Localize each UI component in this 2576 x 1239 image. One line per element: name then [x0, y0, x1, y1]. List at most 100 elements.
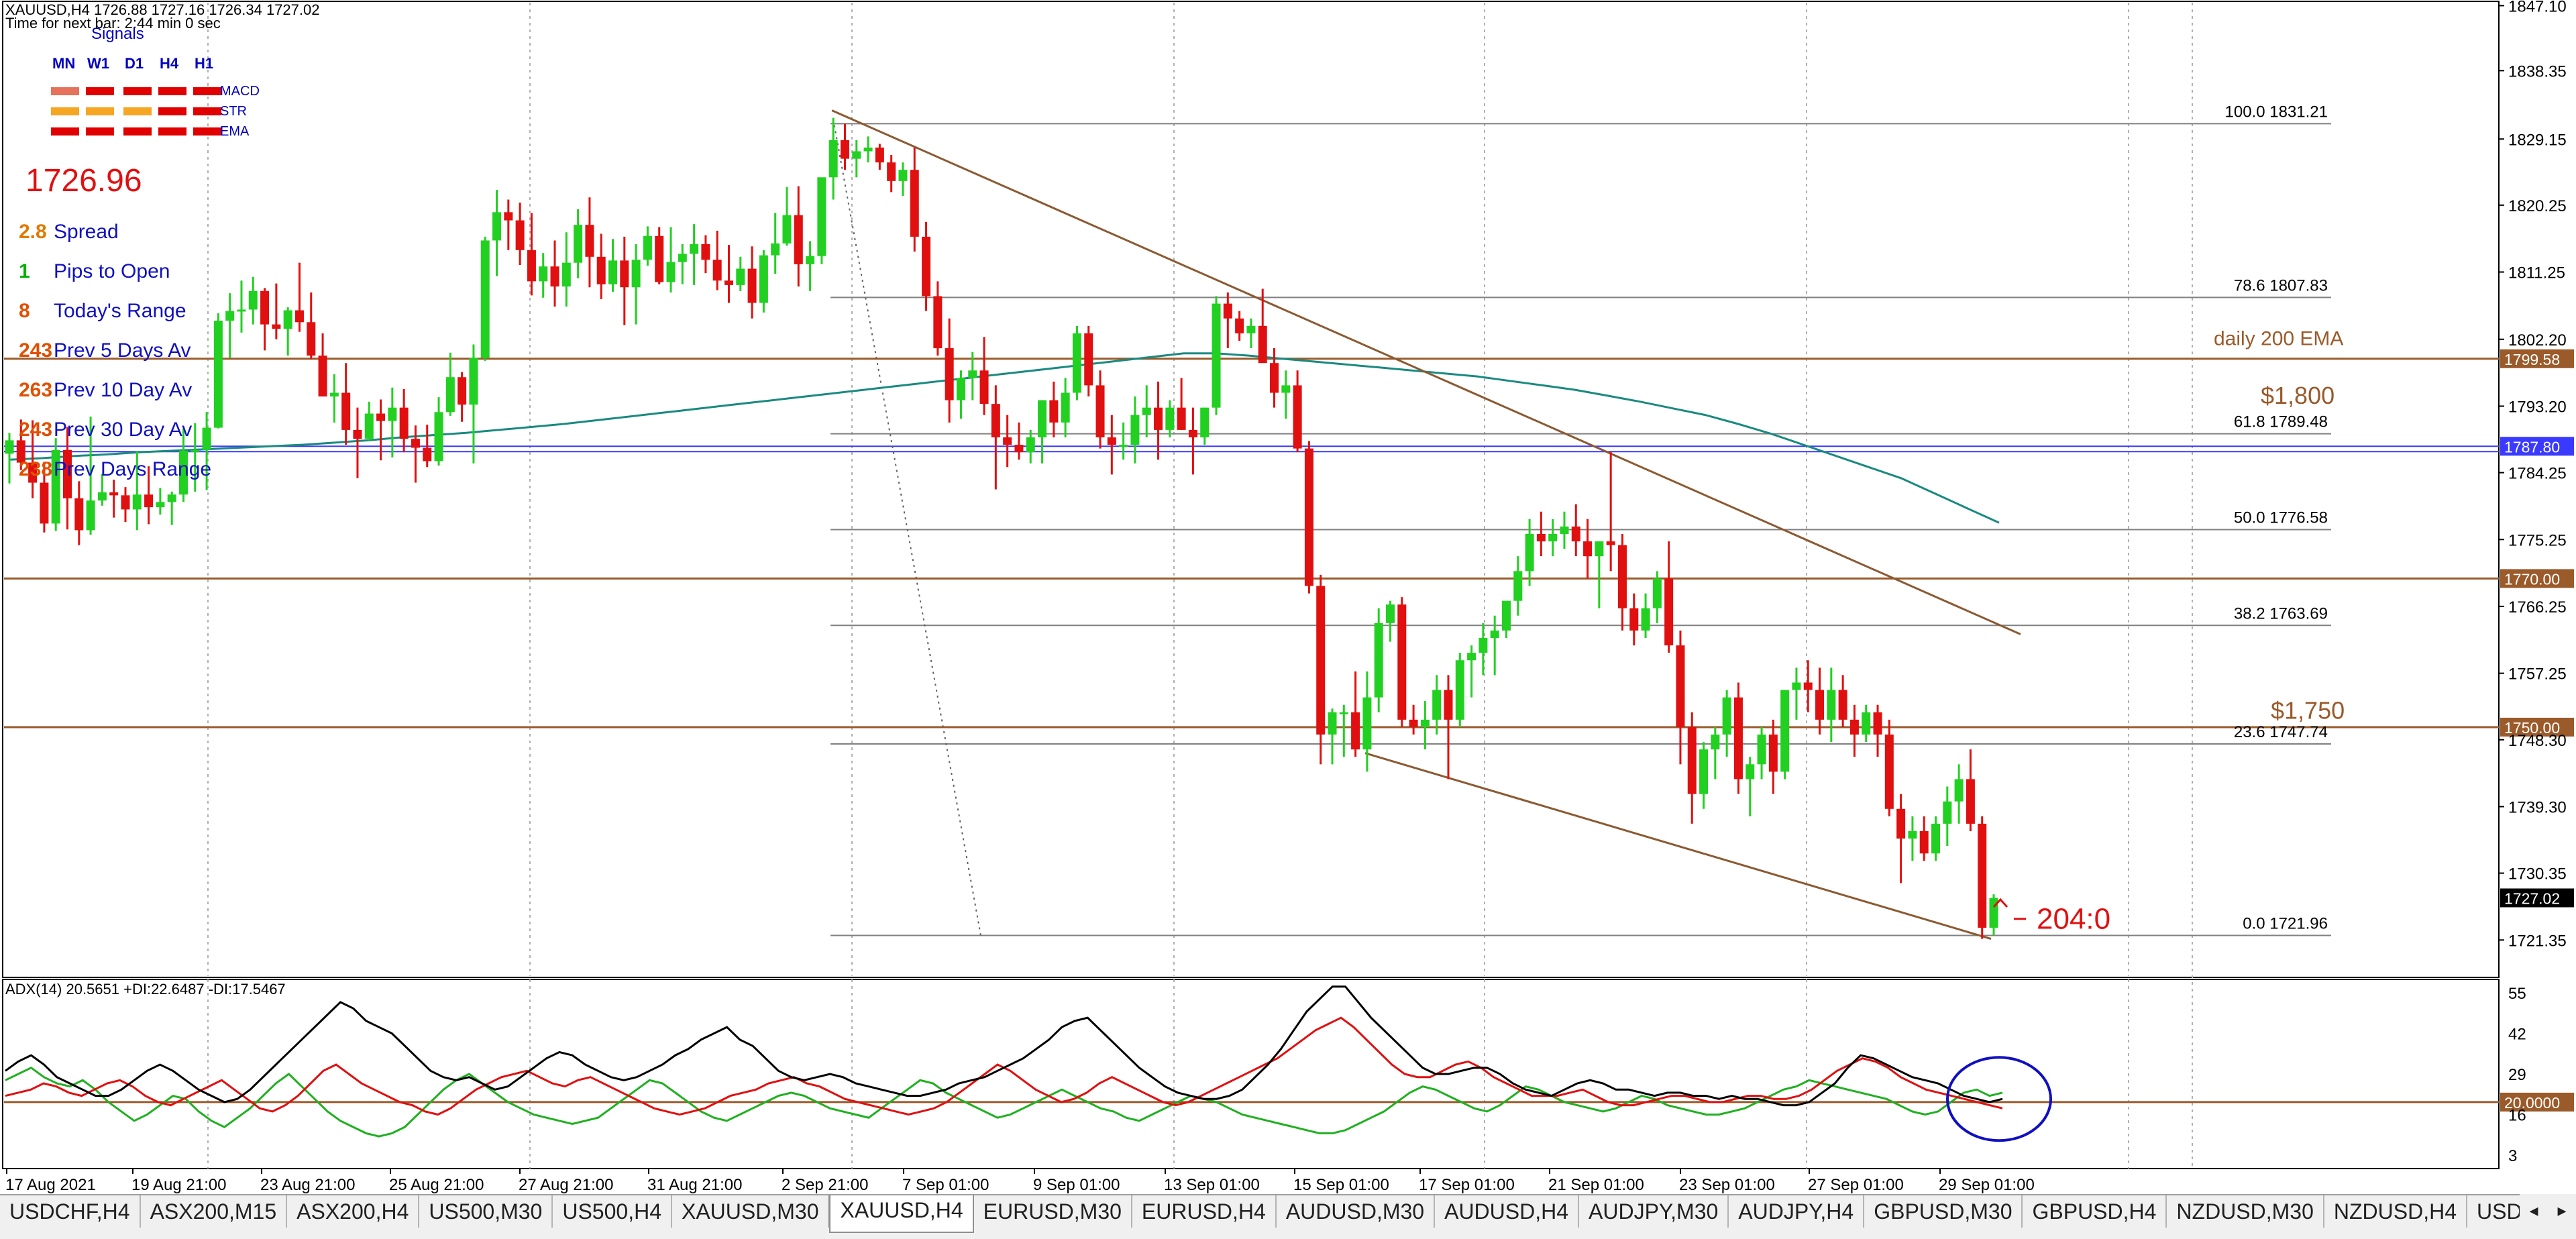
info-overlay: XAUUSD,H4 1726.88 1727.16 1726.34 1727.0… — [5, 1, 319, 480]
price-level-badge — [2500, 717, 2574, 737]
candle-body — [631, 260, 641, 288]
candle-body — [910, 170, 919, 237]
candle-body — [1757, 735, 1766, 765]
candle-body — [156, 502, 165, 508]
arrow-marker-icon — [1992, 898, 2008, 908]
fibonacci-retracement[interactable]: 100.0 1831.21 78.6 1807.83 61.8 1789.48 50.… — [830, 103, 2331, 936]
candle-body — [1733, 697, 1743, 779]
candle-body — [283, 310, 292, 329]
signal-cell — [86, 87, 114, 95]
tab-audjpy-h4[interactable]: AUDJPY,H4 — [1729, 1195, 1865, 1228]
candle-body — [86, 500, 95, 531]
price-level-value: 1770.00 — [2504, 570, 2560, 588]
tab-xauusd-h4[interactable]: XAUUSD,H4 — [829, 1195, 974, 1233]
candle-body — [898, 170, 908, 181]
candle-body — [1479, 638, 1488, 653]
next-bar-timer: Time for next bar: 2:44 min 0 sec — [5, 15, 221, 32]
tab-nzdusd-h4[interactable]: NZDUSD,H4 — [2324, 1195, 2468, 1228]
time-tick-label: 2 Sep 21:00 — [782, 1176, 868, 1194]
candle-body — [458, 377, 467, 405]
time-tick-label: 31 Aug 21:00 — [647, 1176, 742, 1194]
signal-row-label: EMA — [220, 124, 250, 139]
adx-tick-label: 3 — [2508, 1147, 2517, 1165]
signal-row-label: STR — [220, 104, 247, 119]
signal-cell — [193, 127, 221, 136]
candle-body — [132, 494, 142, 510]
tab-asx200-h4[interactable]: ASX200,H4 — [287, 1195, 420, 1228]
candle-body — [213, 321, 223, 428]
candle-body — [480, 240, 490, 358]
candle-body — [1792, 682, 1801, 690]
candle-body — [817, 177, 826, 256]
chart-annotation: $1,800 — [2261, 382, 2334, 409]
candle-body — [1339, 712, 1348, 714]
tab-audusd-m30[interactable]: AUDUSD,M30 — [1277, 1195, 1436, 1228]
tab-us500-m30[interactable]: US500,M30 — [419, 1195, 553, 1228]
candle-body — [1513, 571, 1523, 601]
candle-body — [1687, 726, 1697, 794]
tab-gbpusd-m30[interactable]: GBPUSD,M30 — [1864, 1195, 2023, 1228]
candle-body — [1351, 712, 1360, 750]
tab-scroll-right-icon[interactable]: ▸ — [2557, 1200, 2567, 1220]
time-tick-label: 17 Aug 2021 — [5, 1176, 96, 1194]
stat-label: Prev 10 Day Av — [54, 379, 192, 401]
signal-row-label: MACD — [220, 84, 260, 99]
tab-asx200-m15[interactable]: ASX200,M15 — [141, 1195, 288, 1228]
tab-scroll-left-icon[interactable]: ◂ — [2529, 1200, 2538, 1220]
candle-body — [643, 235, 652, 260]
candle-body — [1664, 578, 1674, 646]
candle-body — [1617, 545, 1627, 608]
adx-main-line — [5, 985, 2003, 1107]
tab-gbpusd-h4[interactable]: GBPUSD,H4 — [2023, 1195, 2167, 1228]
price-tick-label: 1811.25 — [2508, 264, 2565, 282]
adx-tick-label: 20.0000 — [2504, 1094, 2560, 1112]
price-tick-label: 1748.30 — [2508, 732, 2567, 750]
tab-audjpy-m30[interactable]: AUDJPY,M30 — [1579, 1195, 1729, 1228]
candle-body — [144, 494, 154, 508]
tab-nzdusd-m30[interactable]: NZDUSD,M30 — [2167, 1195, 2324, 1228]
tab-audusd-h4[interactable]: AUDUSD,H4 — [1435, 1195, 1580, 1228]
stat-value: 8 — [19, 300, 30, 322]
candle-body — [1722, 697, 1731, 735]
candle-body — [16, 440, 25, 463]
candle-body — [1142, 407, 1151, 415]
adx-tick-label: 29 — [2508, 1066, 2526, 1084]
fib-level-label: 100.0 1831.21 — [2225, 103, 2328, 121]
signal-cell — [86, 127, 114, 136]
candle-body — [956, 378, 965, 400]
trendlines[interactable] — [831, 109, 2021, 940]
signal-cell — [193, 87, 221, 95]
signal-cell — [51, 107, 79, 115]
price-level-badge — [2500, 569, 2574, 588]
price-tick-label: 1739.30 — [2508, 798, 2567, 816]
annotations: daily 200 EMA $1,800 $1,750 204:0 — [1992, 328, 2345, 935]
tab-eurusd-h4[interactable]: EURUSD,H4 — [1132, 1195, 1277, 1228]
tab-us500-h4[interactable]: US500,H4 — [553, 1195, 672, 1228]
candle-body — [272, 324, 281, 329]
stat-value: 1 — [19, 260, 30, 282]
candle-body — [1084, 333, 1093, 386]
candle-body — [1548, 533, 1558, 542]
candle-body — [469, 358, 478, 405]
candle-body — [527, 250, 536, 282]
candle-body — [1571, 526, 1580, 542]
candle-body — [690, 244, 699, 254]
chart-annotation: $1,750 — [2271, 697, 2345, 724]
price-tick-label: 1721.35 — [2508, 932, 2567, 950]
timeframe-header: W1 — [87, 55, 109, 72]
candle-body — [1270, 363, 1279, 393]
candle-body — [933, 296, 943, 349]
candle-body — [1304, 448, 1313, 586]
ema-200-line — [9, 352, 2000, 524]
tab-eurusd-m30[interactable]: EURUSD,M30 — [974, 1195, 1132, 1228]
candle-body — [1583, 541, 1593, 557]
timeframe-header: D1 — [125, 55, 144, 72]
candle-body — [574, 225, 583, 263]
time-tick-label: 25 Aug 21:00 — [389, 1176, 484, 1194]
candle-body — [1374, 623, 1383, 698]
candle-body — [399, 407, 409, 439]
tab-usdchf-h4[interactable]: USDCHF,H4 — [0, 1195, 141, 1228]
candle-body — [1107, 437, 1116, 445]
tab-xauusd-m30[interactable]: XAUUSD,M30 — [672, 1195, 830, 1228]
